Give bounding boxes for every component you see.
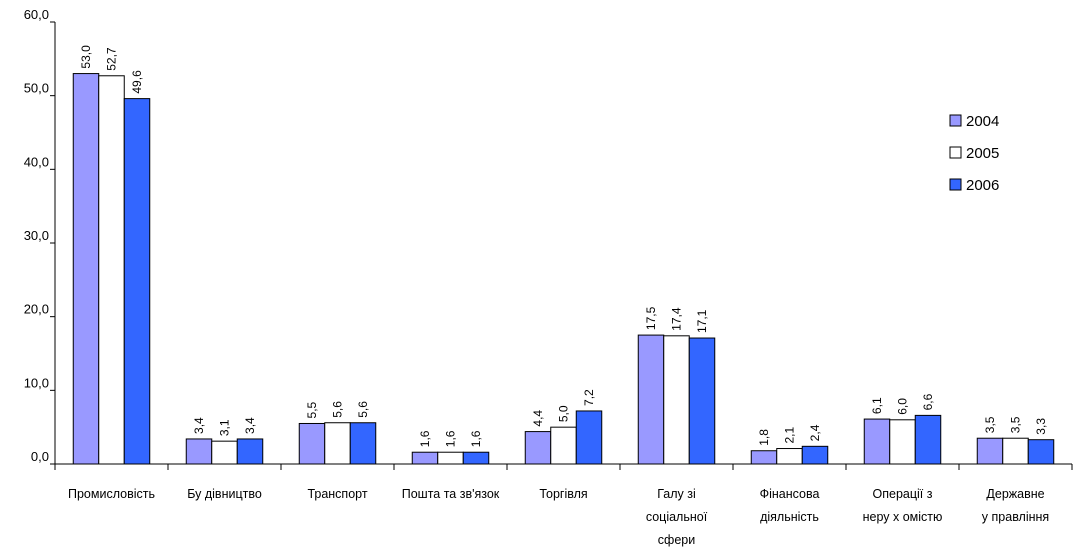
category-label-4: Торгівля [539,487,587,501]
data-label-2006-8: 3,3 [1034,418,1048,435]
category-label-6: діяльність [760,510,819,524]
data-label-2006-0: 49,6 [130,70,144,94]
data-label-2005-3: 1,6 [444,430,458,447]
category-label-8: у правління [982,510,1049,524]
bar-2006-0 [123,98,151,465]
data-label-2004-7: 6,1 [870,397,884,414]
y-tick-label: 60,0 [24,7,49,22]
bar-2006-1 [236,438,264,465]
category-label-7: Операції з [873,487,933,501]
legend-swatch-2006 [949,178,962,191]
bar-2005-2 [324,422,351,465]
bar-2005-5 [663,335,690,465]
data-label-2005-4: 5,0 [557,405,571,422]
data-label-2006-6: 2,4 [808,424,822,441]
category-label-5: соціальної [646,510,708,524]
legend-swatch-2005 [949,146,962,159]
data-label-2005-7: 6,0 [896,398,910,415]
category-label-5: сфери [658,533,695,547]
category-label-0: Промисловість [68,487,155,501]
data-label-2005-2: 5,6 [331,401,345,418]
data-label-2004-0: 53,0 [79,45,93,69]
data-label-2006-3: 1,6 [469,430,483,447]
bar-2006-4 [575,410,603,465]
bar-2005-3 [437,451,464,465]
data-label-2006-1: 3,4 [243,417,257,434]
bar-2004-5 [637,334,665,465]
y-tick-label: 30,0 [24,228,49,243]
category-label-7: неру х омістю [863,510,943,524]
y-tick-label: 20,0 [24,302,49,317]
bar-2004-2 [298,422,326,465]
legend-label-2004: 2004 [966,113,999,130]
bar-2004-8 [976,437,1004,465]
data-label-2006-4: 7,2 [582,389,596,406]
bar-2005-8 [1002,437,1029,465]
bar-2005-7 [889,419,916,465]
legend-label-2006: 2006 [966,177,999,194]
bar-2005-1 [211,440,238,465]
data-label-2005-6: 2,1 [783,427,797,444]
bar-2004-1 [185,438,213,465]
data-label-2006-2: 5,6 [356,401,370,418]
y-tick-label: 10,0 [24,375,49,390]
legend-swatch-2004 [949,114,962,127]
data-label-2004-1: 3,4 [192,417,206,434]
category-label-6: Фінансова [760,487,820,501]
x-axis [54,463,1073,470]
category-labels: Промисловість Бу дівництво Транспорт Пошта … [68,487,1049,547]
bar-2006-6 [801,445,829,465]
data-label-2004-2: 5,5 [305,401,319,418]
data-label-2004-4: 4,4 [531,410,545,427]
data-label-2005-8: 3,5 [1009,416,1023,433]
category-label-3: Пошта та зв'язок [402,487,500,501]
data-labels: 53,0 52,7 49,6 3,4 3,1 3,4 5,5 5,6 5,6 1,6 1,6 1,6 4… [79,45,1048,447]
bar-2004-3 [411,451,439,465]
category-label-5: Галу зі [657,487,696,501]
category-label-1: Бу дівництво [187,487,262,501]
bar-2006-3 [462,451,490,465]
bar-2006-8 [1027,439,1055,465]
bar-2004-4 [524,431,552,465]
data-label-2006-7: 6,6 [921,393,935,410]
bar-2004-6 [750,450,778,465]
y-tick-label: 50,0 [24,81,49,96]
data-label-2005-5: 17,4 [670,307,684,331]
bar-2004-0 [72,73,100,465]
legend-label-2005: 2005 [966,145,999,162]
bar-2006-5 [688,337,716,465]
data-label-2005-1: 3,1 [218,419,232,436]
bar-2005-0 [98,75,125,465]
data-label-2004-3: 1,6 [418,430,432,447]
data-label-2005-0: 52,7 [105,47,119,71]
legend: 2004 2005 2006 [949,113,999,194]
bar-2004-7 [863,418,891,465]
data-label-2004-6: 1,8 [757,429,771,446]
data-label-2004-8: 3,5 [983,416,997,433]
bar-2006-2 [349,422,377,465]
bar-2005-4 [550,426,577,465]
y-tick-label: 0,0 [31,449,49,464]
y-tick-label: 40,0 [24,154,49,169]
data-label-2006-5: 17,1 [695,309,709,333]
category-label-2: Транспорт [307,487,367,501]
data-label-2004-5: 17,5 [644,306,658,330]
y-axis: 0,0 10,0 20,0 30,0 40,0 50,0 60,0 [24,7,56,465]
bars [72,73,1055,465]
category-label-8: Державне [986,487,1044,501]
bar-2005-6 [776,448,803,465]
bar-2006-7 [914,414,942,465]
